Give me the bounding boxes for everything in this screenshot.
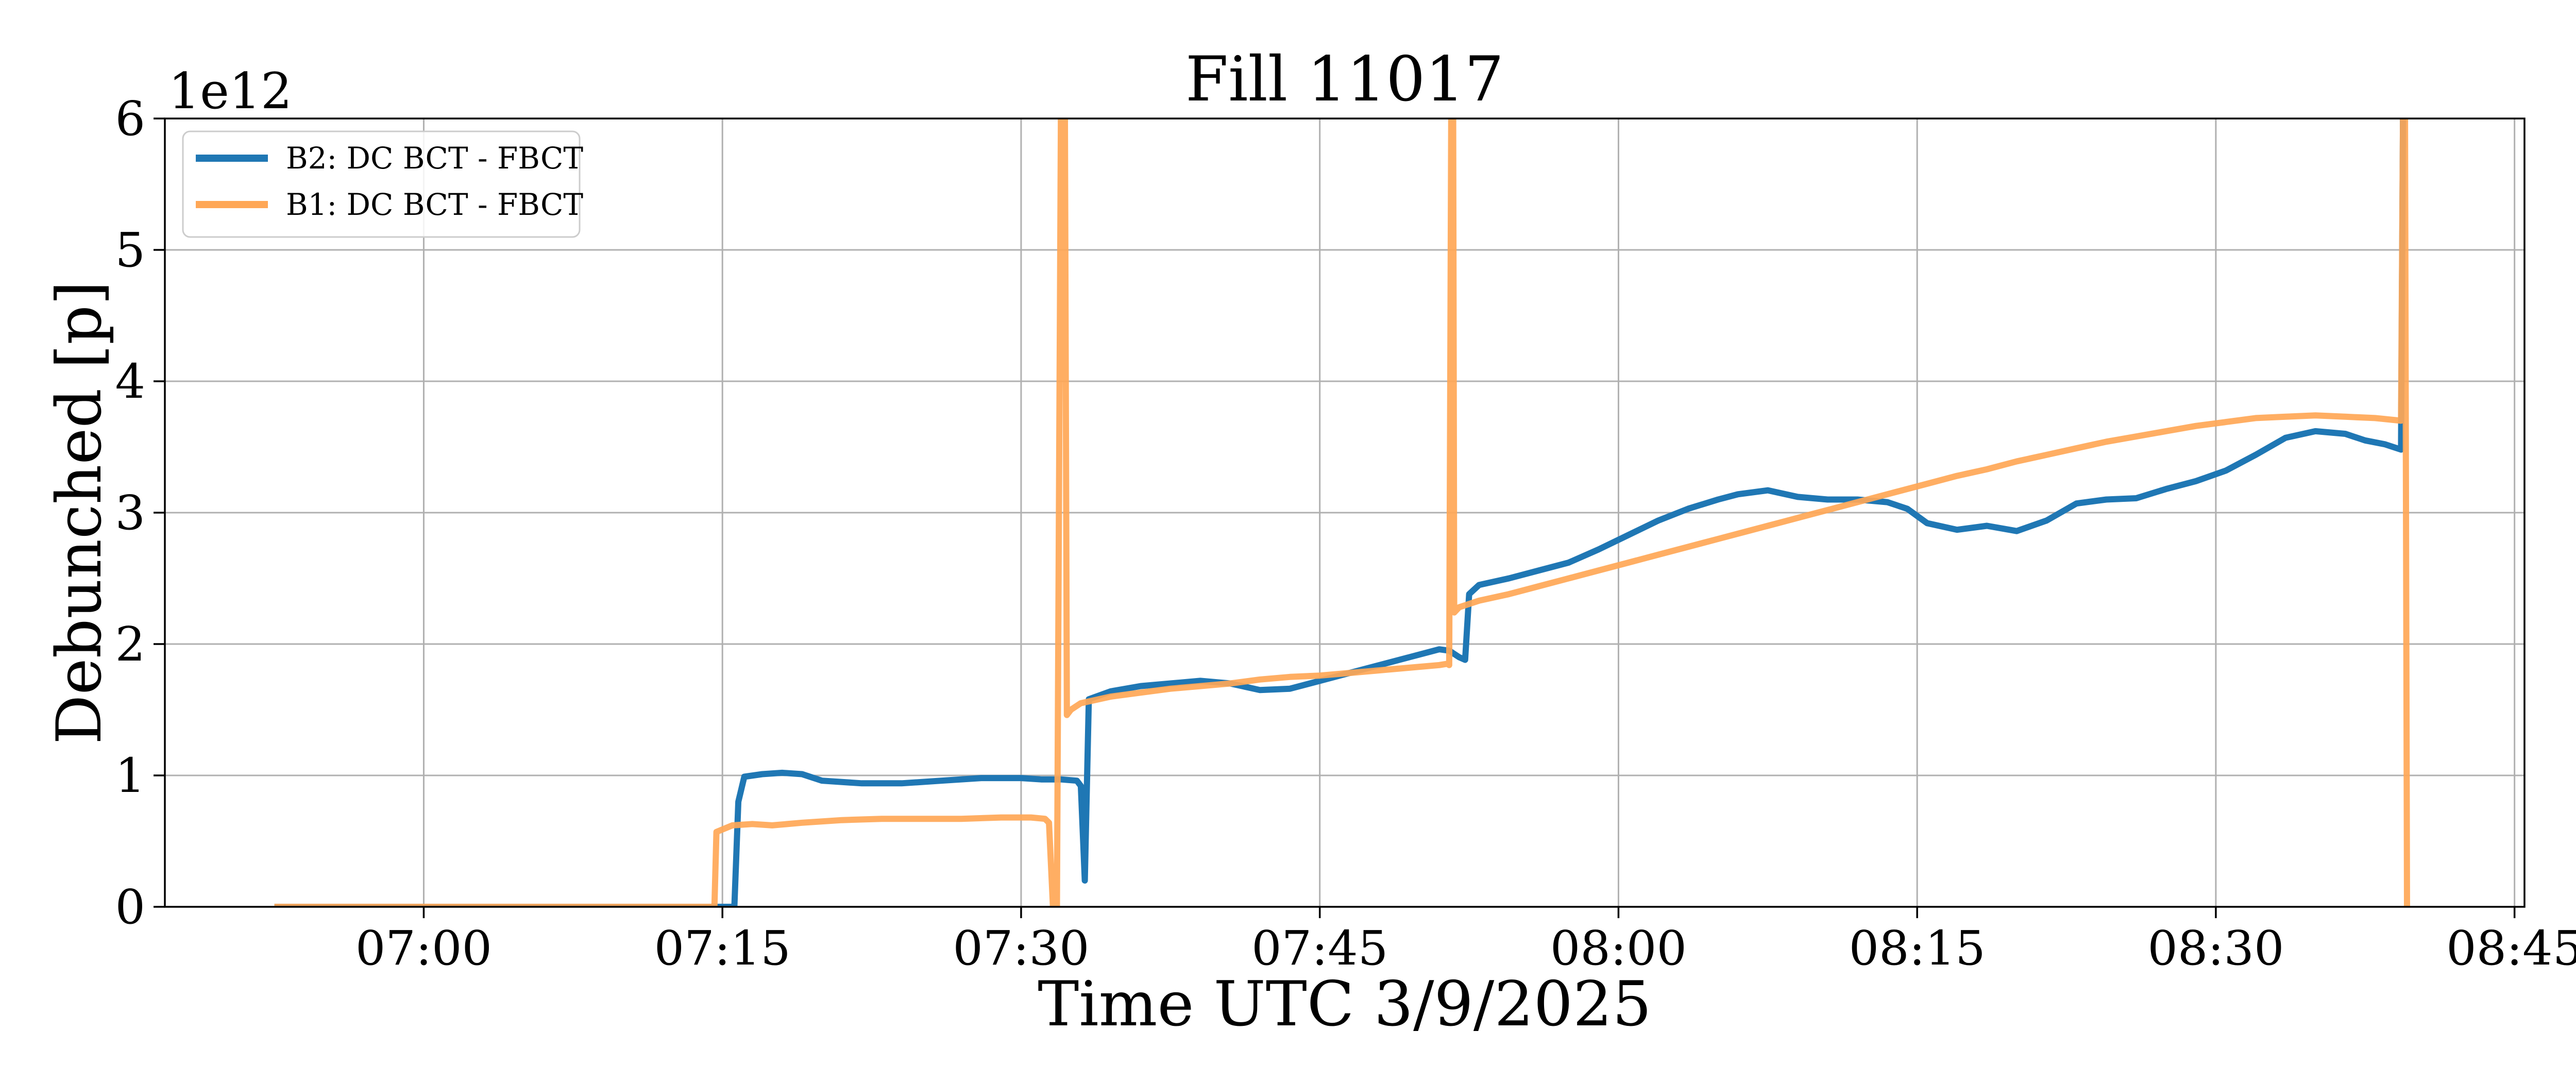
x-tick-label: 08:30: [2147, 921, 2284, 976]
chart-title: Fill 11017: [1185, 44, 1504, 115]
y-axis-ticks: 0 1 2 3 4 5 6: [115, 91, 165, 935]
legend-label-b1: B1: DC BCT - FBCT: [286, 187, 583, 222]
plot-area: [274, 119, 2410, 907]
x-tick-label: 08:45: [2446, 921, 2576, 976]
y-tick-label: 4: [115, 354, 145, 409]
x-tick-label: 07:45: [1251, 921, 1388, 976]
series-line-b2: [274, 119, 2406, 907]
x-tick-label: 08:00: [1550, 921, 1687, 976]
legend-box: [182, 130, 581, 238]
y-tick-label: 0: [115, 880, 145, 935]
legend-label-b2: B2: DC BCT - FBCT: [286, 141, 583, 176]
x-axis-ticks: 07:00 07:15 07:30 07:45 08:00 08:15 08:30 08:45: [355, 907, 2576, 976]
x-tick-label: 07:30: [953, 921, 1089, 976]
series-line-b1: [274, 119, 2410, 907]
x-axis-title: Time UTC 3/9/2025: [1038, 969, 1651, 1040]
x-tick-label: 08:15: [1849, 921, 1986, 976]
grid-lines: [165, 117, 2524, 908]
y-tick-label: 5: [115, 223, 145, 278]
y-tick-label: 6: [115, 91, 145, 146]
y-offset-label: 1e12: [168, 62, 292, 120]
y-tick-label: 2: [115, 617, 145, 672]
y-tick-label: 3: [115, 485, 145, 540]
x-tick-label: 07:00: [355, 921, 492, 976]
series-layer: [274, 119, 2410, 907]
y-tick-label: 1: [115, 748, 145, 803]
x-tick-label: 07:15: [654, 921, 791, 976]
legend: B2: DC BCT - FBCT B1: DC BCT - FBCT: [182, 130, 583, 238]
y-axis-title: Debunched [p]: [44, 281, 115, 745]
